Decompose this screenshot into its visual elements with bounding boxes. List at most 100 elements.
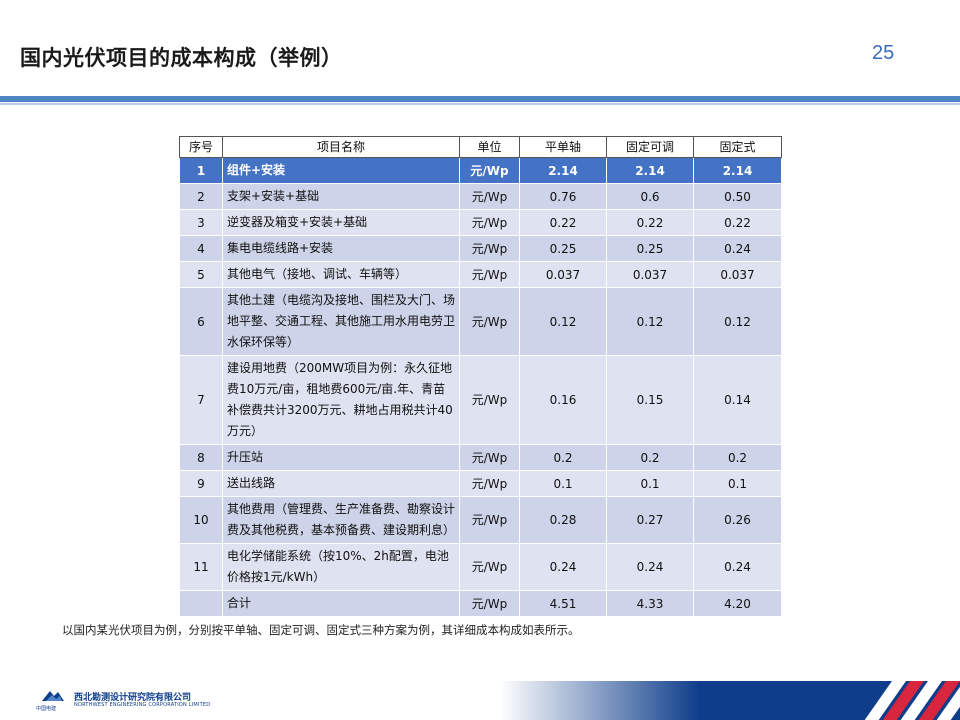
row-value-fixed: 0.1 — [693, 470, 782, 497]
company-logo-icon — [42, 691, 64, 701]
row-value-fixed: 0.14 — [693, 355, 782, 445]
row-value-single-axis: 0.037 — [519, 261, 607, 288]
header-single-axis: 平单轴 — [519, 136, 607, 158]
row-value-single-axis: 4.51 — [519, 590, 607, 617]
table-header-row: 序号 项目名称 单位 平单轴 固定可调 固定式 — [179, 136, 782, 158]
row-value-single-axis: 0.22 — [519, 209, 607, 236]
logo-text: 中国电建 — [36, 706, 57, 712]
row-no: 3 — [179, 209, 223, 236]
row-value-fixed-adjustable: 0.1 — [606, 470, 694, 497]
table-row: 2 支架+安装+基础 元/Wp 0.76 0.6 0.50 — [179, 183, 782, 210]
row-value-fixed-adjustable: 0.037 — [606, 261, 694, 288]
row-name: 逆变器及箱变+安装+基础 — [222, 209, 460, 236]
org-name-en: NORTHWEST ENGINEERING CORPORATION LIMITE… — [74, 702, 211, 708]
row-name: 其他土建（电缆沟及接地、围栏及大门、场地平整、交通工程、其他施工用水用电劳卫水保… — [222, 287, 460, 356]
table-row: 5 其他电气（接地、调试、车辆等） 元/Wp 0.037 0.037 0.037 — [179, 261, 782, 288]
header-unit: 单位 — [459, 136, 520, 158]
row-value-single-axis: 0.2 — [519, 444, 607, 471]
table-row: 9 送出线路 元/Wp 0.1 0.1 0.1 — [179, 470, 782, 497]
row-name: 集电电缆线路+安装 — [222, 235, 460, 262]
row-value-fixed-adjustable: 4.33 — [606, 590, 694, 617]
table-row: 8 升压站 元/Wp 0.2 0.2 0.2 — [179, 444, 782, 471]
table-row: 6 其他土建（电缆沟及接地、围栏及大门、场地平整、交通工程、其他施工用水用电劳卫… — [179, 287, 782, 356]
title-divider-thin — [0, 103, 960, 105]
row-value-single-axis: 0.1 — [519, 470, 607, 497]
row-value-fixed-adjustable: 0.15 — [606, 355, 694, 445]
row-no: 10 — [179, 496, 223, 544]
row-value-fixed: 2.14 — [693, 157, 782, 184]
row-value-single-axis: 0.28 — [519, 496, 607, 544]
row-no: 1 — [179, 157, 223, 184]
header-no: 序号 — [179, 136, 223, 158]
footer-gradient — [500, 681, 700, 720]
row-value-fixed-adjustable: 2.14 — [606, 157, 694, 184]
row-unit: 元/Wp — [459, 590, 520, 617]
cost-table: 序号 项目名称 单位 平单轴 固定可调 固定式 1 组件+安装 元/Wp 2.1… — [179, 136, 782, 617]
table-row: 11 电化学储能系统（按10%、2h配置，电池价格按1元/kWh） 元/Wp 0… — [179, 543, 782, 591]
row-value-single-axis: 0.76 — [519, 183, 607, 210]
row-value-fixed-adjustable: 0.22 — [606, 209, 694, 236]
row-unit: 元/Wp — [459, 183, 520, 210]
row-name: 建设用地费（200MW项目为例：永久征地费10万元/亩，租地费600元/亩.年、… — [222, 355, 460, 445]
row-value-fixed: 0.24 — [693, 235, 782, 262]
row-value-fixed-adjustable: 0.2 — [606, 444, 694, 471]
row-name: 送出线路 — [222, 470, 460, 497]
footer-stripes — [860, 681, 960, 720]
org-name-cn: 西北勘测设计研究院有限公司 — [74, 693, 192, 703]
row-value-single-axis: 0.25 — [519, 235, 607, 262]
row-value-fixed-adjustable: 0.6 — [606, 183, 694, 210]
table-total-row: 合计 元/Wp 4.51 4.33 4.20 — [179, 590, 782, 617]
row-unit: 元/Wp — [459, 235, 520, 262]
row-name: 合计 — [222, 590, 460, 617]
row-value-fixed-adjustable: 0.25 — [606, 235, 694, 262]
row-unit: 元/Wp — [459, 287, 520, 356]
table-row: 10 其他费用（管理费、生产准备费、勘察设计费及其他税费，基本预备费、建设期利息… — [179, 496, 782, 544]
row-no: 6 — [179, 287, 223, 356]
header-name: 项目名称 — [222, 136, 460, 158]
row-name: 其他费用（管理费、生产准备费、勘察设计费及其他税费，基本预备费、建设期利息） — [222, 496, 460, 544]
row-unit: 元/Wp — [459, 444, 520, 471]
row-no — [179, 590, 223, 617]
table-row: 3 逆变器及箱变+安装+基础 元/Wp 0.22 0.22 0.22 — [179, 209, 782, 236]
row-value-single-axis: 0.24 — [519, 543, 607, 591]
row-value-fixed: 0.22 — [693, 209, 782, 236]
row-unit: 元/Wp — [459, 157, 520, 184]
row-no: 9 — [179, 470, 223, 497]
row-value-single-axis: 0.12 — [519, 287, 607, 356]
row-value-fixed: 0.26 — [693, 496, 782, 544]
table-row: 1 组件+安装 元/Wp 2.14 2.14 2.14 — [179, 157, 782, 184]
row-no: 7 — [179, 355, 223, 445]
row-unit: 元/Wp — [459, 470, 520, 497]
row-value-fixed: 0.12 — [693, 287, 782, 356]
row-unit: 元/Wp — [459, 355, 520, 445]
table-row: 4 集电电缆线路+安装 元/Wp 0.25 0.25 0.24 — [179, 235, 782, 262]
footer-white-area — [0, 681, 560, 720]
row-name: 支架+安装+基础 — [222, 183, 460, 210]
row-value-fixed: 0.50 — [693, 183, 782, 210]
row-value-fixed: 4.20 — [693, 590, 782, 617]
row-unit: 元/Wp — [459, 543, 520, 591]
row-name: 组件+安装 — [222, 157, 460, 184]
header-fixed: 固定式 — [693, 136, 782, 158]
row-value-fixed: 0.037 — [693, 261, 782, 288]
page-number: 25 — [872, 42, 895, 64]
header-fixed-adjustable: 固定可调 — [606, 136, 694, 158]
page-title: 国内光伏项目的成本构成（举例） — [20, 46, 343, 70]
row-value-fixed: 0.24 — [693, 543, 782, 591]
title-divider — [0, 96, 960, 102]
row-value-fixed-adjustable: 0.27 — [606, 496, 694, 544]
row-unit: 元/Wp — [459, 209, 520, 236]
row-value-fixed-adjustable: 0.24 — [606, 543, 694, 591]
row-unit: 元/Wp — [459, 496, 520, 544]
row-value-single-axis: 2.14 — [519, 157, 607, 184]
row-value-fixed: 0.2 — [693, 444, 782, 471]
row-unit: 元/Wp — [459, 261, 520, 288]
row-name: 其他电气（接地、调试、车辆等） — [222, 261, 460, 288]
row-no: 4 — [179, 235, 223, 262]
row-value-single-axis: 0.16 — [519, 355, 607, 445]
row-no: 8 — [179, 444, 223, 471]
row-no: 5 — [179, 261, 223, 288]
row-name: 升压站 — [222, 444, 460, 471]
table-row: 7 建设用地费（200MW项目为例：永久征地费10万元/亩，租地费600元/亩.… — [179, 355, 782, 445]
row-name: 电化学储能系统（按10%、2h配置，电池价格按1元/kWh） — [222, 543, 460, 591]
